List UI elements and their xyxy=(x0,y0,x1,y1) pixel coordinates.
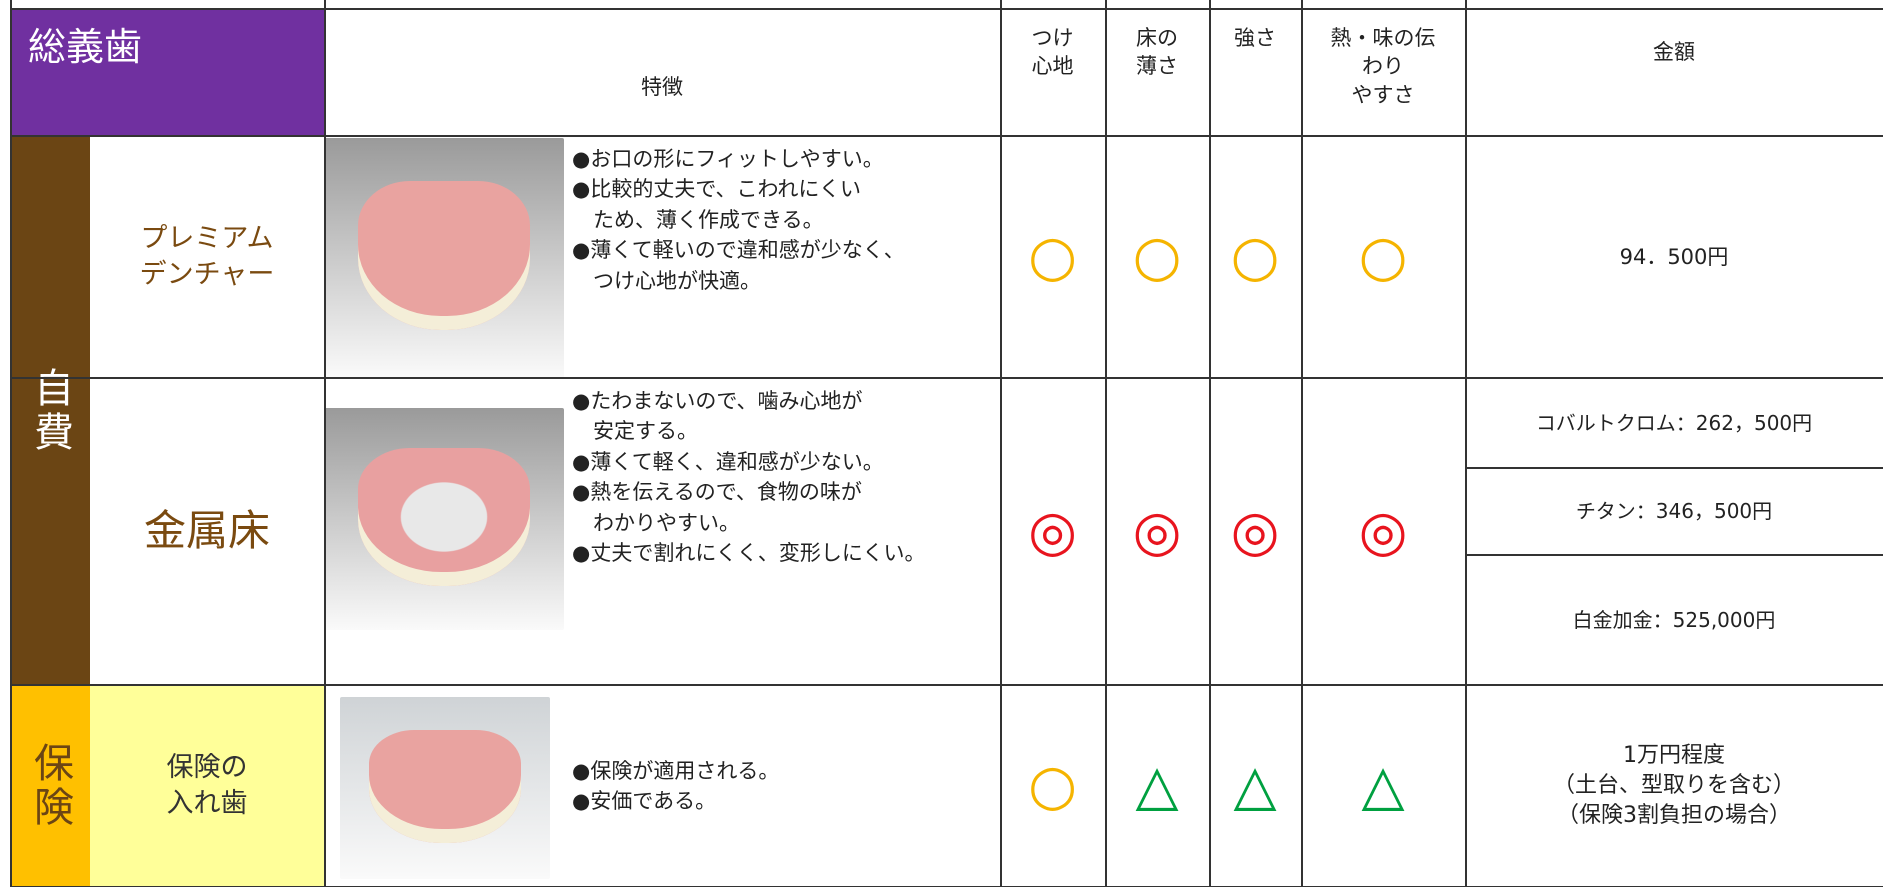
denture-photo xyxy=(340,697,550,879)
column-divider xyxy=(1105,0,1107,887)
price: 白金加金：525,000円 xyxy=(1572,607,1776,632)
rating: ◎ xyxy=(1358,498,1408,564)
rating: ○ xyxy=(1028,753,1077,819)
features: ●たわまないので、噛み心地が 安定する。 ●薄くて軽く、違和感が少ない。 ●熱を伝え… xyxy=(564,378,1000,685)
feature-line: ●保険が適用される。 xyxy=(572,758,780,783)
rating: ○ xyxy=(1132,224,1182,290)
column-divider xyxy=(324,136,326,887)
column-divider xyxy=(10,0,12,887)
rating: ◎ xyxy=(1132,498,1182,564)
price: 94．500円 xyxy=(1619,244,1729,269)
rating: ○ xyxy=(1028,224,1077,290)
feature-line: ●お口の形にフィットしやすい。 xyxy=(572,147,884,171)
rating: △ xyxy=(1361,753,1405,819)
denture-shape xyxy=(357,181,531,330)
header-column: つけ 心地 xyxy=(1031,26,1074,79)
group-label: 自費 xyxy=(10,136,90,685)
top-border xyxy=(10,8,1883,10)
features: ●保険が適用される。 ●安価である。 xyxy=(564,685,1000,887)
price-divider xyxy=(1465,467,1883,469)
feature-line: ●丈夫で割れにくく、変形しにくい。 xyxy=(572,541,926,566)
group-label: 保険 xyxy=(10,685,90,887)
header-column: 床の 薄さ xyxy=(1136,26,1178,79)
rating: ○ xyxy=(1230,224,1280,290)
header-features: 特徴 xyxy=(641,74,683,99)
denture-photo xyxy=(324,408,564,630)
column-divider xyxy=(1301,0,1303,887)
row-divider xyxy=(10,135,1883,137)
row-name: プレミアム デンチャー xyxy=(90,136,324,378)
header-column: 熱・味の伝 わり やすさ xyxy=(1330,26,1436,107)
denture-shape xyxy=(369,729,521,843)
rating: ◎ xyxy=(1028,498,1077,564)
column-divider xyxy=(1465,0,1467,887)
row-divider xyxy=(10,684,1883,686)
header-column: 強さ xyxy=(1234,26,1276,50)
feature-line: ため、薄く作成できる。 xyxy=(572,207,824,232)
title-cell: 総義歯 xyxy=(10,8,324,136)
rating: ◎ xyxy=(1230,498,1280,564)
feature-line: ●安価である。 xyxy=(572,789,717,813)
price: コバルトクロム：262，500円 xyxy=(1535,410,1813,435)
price-divider xyxy=(1465,554,1883,556)
feature-line: 安定する。 xyxy=(572,419,698,444)
denture-photo xyxy=(324,138,564,378)
feature-line: つけ心地が快適。 xyxy=(572,268,761,293)
header-price: 金額 xyxy=(1653,40,1695,64)
rating: △ xyxy=(1135,753,1179,819)
feature-line: ●比較的丈夫で、こわれにくい xyxy=(572,177,862,202)
row-name: 金属床 xyxy=(90,378,324,685)
rating: ○ xyxy=(1358,224,1408,290)
column-divider xyxy=(1209,0,1211,887)
feature-line: わかりやすい。 xyxy=(572,510,740,535)
price: チタン：346，500円 xyxy=(1575,499,1773,523)
features: ●お口の形にフィットしやすい。 ●比較的丈夫で、こわれにくい ため、薄く作成できる… xyxy=(564,136,1000,378)
column-divider xyxy=(1000,0,1002,887)
row-divider xyxy=(10,377,1883,379)
feature-line: ●熱を伝えるので、食物の味が xyxy=(572,480,862,505)
feature-line: ●たわまないので、噛み心地が xyxy=(572,389,863,413)
price: 1万円程度 （土台、型取りを含む） （保険3割負担の場合） xyxy=(1552,743,1795,828)
feature-line: ●薄くて軽いので違和感が少なく、 xyxy=(572,238,905,263)
denture-shape xyxy=(357,447,531,586)
rating: △ xyxy=(1233,753,1277,819)
feature-line: ●薄くて軽く、違和感が少ない。 xyxy=(572,449,884,474)
row-name: 保険の 入れ歯 xyxy=(90,685,324,887)
